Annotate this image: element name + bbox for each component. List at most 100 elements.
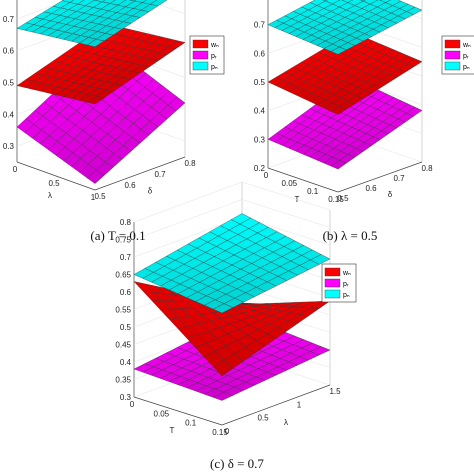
surface-p_n bbox=[133, 213, 331, 314]
caption-a: (a) T = 0.1 bbox=[90, 228, 145, 243]
y-tick-label: 1 bbox=[297, 400, 302, 409]
legend-label-p_r: pᵣ bbox=[343, 281, 349, 288]
y-tick-label: 0.6 bbox=[365, 184, 377, 193]
surface-cell bbox=[212, 359, 234, 377]
z-tick-label: 0.4 bbox=[3, 110, 15, 119]
z-tick-label: 0.7 bbox=[254, 21, 266, 30]
surface-cell bbox=[322, 0, 328, 2]
x-axis-line bbox=[133, 396, 223, 426]
legend-swatch-p_r bbox=[192, 50, 209, 60]
legend-swatch-w_n bbox=[192, 39, 209, 49]
legend-label-p_n: pₙ bbox=[463, 64, 470, 71]
surface-cell bbox=[330, 46, 347, 55]
caption-c: (c) δ = 0.7 bbox=[210, 456, 264, 471]
legend-swatch-p_r bbox=[444, 50, 461, 60]
z-tick-label: 0.6 bbox=[3, 47, 15, 56]
x-axis-line bbox=[267, 167, 339, 193]
surface-p_r bbox=[267, 77, 423, 170]
legend-label-w_n: wₙ bbox=[462, 42, 471, 49]
z-tick-label: 0.4 bbox=[254, 107, 266, 116]
z-tick-label: 0.3 bbox=[120, 393, 132, 402]
z-tick-label: 0.65 bbox=[115, 271, 131, 280]
x-tick-label: 0 bbox=[130, 400, 135, 409]
y-tick-label: 0.7 bbox=[154, 170, 166, 179]
surface-p_n bbox=[16, 0, 168, 48]
z-tick-label: 0.6 bbox=[120, 288, 132, 297]
x-tick-label: 0.15 bbox=[212, 428, 228, 437]
surface-cell bbox=[86, 95, 105, 105]
x-axis-label: T bbox=[170, 426, 175, 435]
legend-swatch-p_n bbox=[192, 61, 209, 71]
y-tick-label: 0 bbox=[225, 427, 230, 436]
x-axis-line bbox=[16, 161, 96, 191]
legend-label-p_r: pᵣ bbox=[463, 53, 469, 60]
legend-swatch-p_n bbox=[444, 61, 461, 71]
legend-swatch-w_n bbox=[324, 267, 341, 277]
x-tick-label: 0.15 bbox=[328, 195, 344, 204]
x-tick-label: 0.05 bbox=[154, 409, 170, 418]
y-axis-label: δ bbox=[388, 190, 393, 199]
z-tick-label: 0.75 bbox=[115, 236, 131, 245]
x-axis-label: λ bbox=[48, 191, 52, 200]
z-tick-label: 0.7 bbox=[120, 253, 132, 262]
surface-w_n bbox=[267, 31, 423, 115]
z-tick-label: 0.45 bbox=[115, 341, 131, 350]
y-tick-label: 0.8 bbox=[421, 164, 433, 173]
surface-cell bbox=[212, 392, 234, 401]
surface-cell bbox=[86, 38, 105, 48]
y-axis-line bbox=[337, 161, 423, 193]
y-axis-label: δ bbox=[148, 187, 153, 196]
legend-label-p_n: pₙ bbox=[343, 292, 350, 299]
z-tick-label: 0.8 bbox=[120, 218, 132, 227]
x-tick-label: 0 bbox=[13, 165, 18, 174]
caption-b: (b) λ = 0.5 bbox=[323, 228, 378, 243]
surface-cell bbox=[212, 303, 234, 314]
z-tick-label: 0.3 bbox=[254, 135, 266, 144]
x-tick-label: 1 bbox=[91, 193, 96, 202]
y-tick-label: 0.5 bbox=[94, 192, 106, 201]
y-tick-label: 0.6 bbox=[124, 181, 136, 190]
y-tick-label: 0.5 bbox=[337, 194, 349, 203]
y-axis-line bbox=[221, 384, 331, 426]
z-gridline bbox=[133, 181, 331, 223]
legend-label-p_r: pᵣ bbox=[211, 53, 217, 60]
surface-cell bbox=[360, 0, 366, 2]
y-axis-line bbox=[94, 156, 186, 191]
z-tick-label: 0.55 bbox=[115, 306, 131, 315]
z-tick-label: 0.5 bbox=[120, 323, 132, 332]
y-tick-label: 0.7 bbox=[393, 174, 405, 183]
z-tick-label: 0.6 bbox=[254, 49, 266, 58]
legend-swatch-p_r bbox=[324, 278, 341, 288]
y-tick-label: 0.5 bbox=[257, 414, 269, 423]
z-tick-label: 0.5 bbox=[3, 78, 15, 87]
z-gridline bbox=[133, 199, 331, 240]
y-tick-label: 0.8 bbox=[184, 159, 196, 168]
legend-swatch-w_n bbox=[444, 39, 461, 49]
z-tick-label: 0.5 bbox=[254, 78, 266, 87]
x-tick-label: 0.1 bbox=[185, 419, 197, 428]
y-tick-label: 1.5 bbox=[329, 387, 341, 396]
legend-swatch-p_n bbox=[324, 289, 341, 299]
panel-b: 00.050.10.150.50.60.70.80.20.30.40.50.60… bbox=[254, 0, 474, 204]
legend-label-w_n: wₙ bbox=[210, 42, 219, 49]
z-tick-label: 0.4 bbox=[120, 358, 132, 367]
surface-cell bbox=[86, 169, 105, 184]
x-tick-label: 0.1 bbox=[307, 187, 319, 196]
z-tick-label: 0.8 bbox=[254, 0, 266, 1]
surface-cell bbox=[330, 159, 347, 170]
x-tick-label: 0.5 bbox=[48, 179, 60, 188]
x-tick-label: 0 bbox=[264, 171, 269, 180]
legend-label-p_n: pₙ bbox=[211, 64, 218, 71]
y-axis-label: λ bbox=[284, 418, 288, 427]
z-tick-label: 0.7 bbox=[3, 15, 15, 24]
x-tick-label: 0.05 bbox=[282, 179, 298, 188]
z-tick-label: 0.2 bbox=[254, 164, 266, 173]
legend-label-w_n: wₙ bbox=[342, 270, 351, 277]
surface-cell bbox=[330, 105, 347, 115]
z-tick-label: 0.35 bbox=[115, 376, 131, 385]
panel-c: 00.050.10.1500.511.50.30.350.40.450.50.5… bbox=[115, 181, 357, 437]
surface-p_n bbox=[267, 0, 423, 55]
z-tick-label: 0.3 bbox=[3, 142, 15, 151]
